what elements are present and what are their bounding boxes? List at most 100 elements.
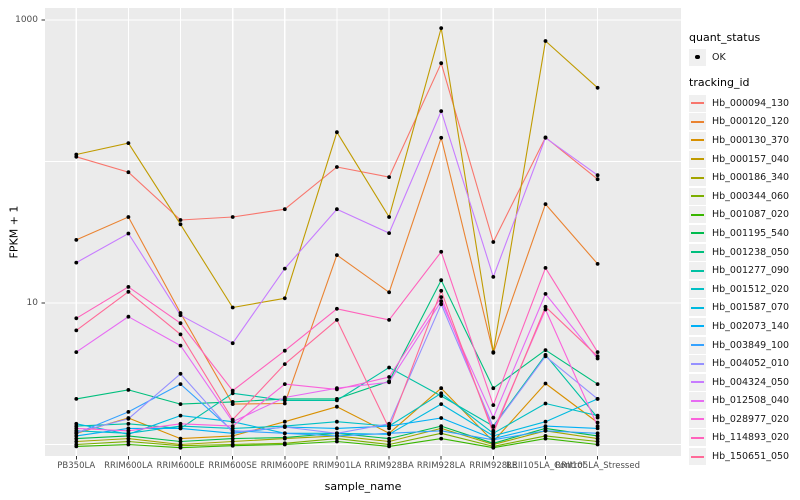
x-tick-label: RRIM600PE <box>260 461 309 471</box>
data-point <box>439 436 444 441</box>
x-tick-label: RRIM600LE <box>156 461 205 471</box>
data-point <box>491 240 496 244</box>
data-point <box>126 231 131 236</box>
line-swatch-icon <box>691 158 704 161</box>
data-point <box>491 431 496 436</box>
legend-item: Hb_001087_020 <box>689 206 799 225</box>
data-point <box>439 299 444 304</box>
data-point <box>439 386 444 391</box>
data-point <box>439 288 444 293</box>
legend-key-line <box>689 150 706 168</box>
y-axis-title: FPKM + 1 <box>7 205 21 259</box>
data-point <box>126 442 131 447</box>
data-point <box>543 266 548 270</box>
data-point <box>74 328 79 333</box>
x-tick-label: RRIM928LA <box>416 461 466 471</box>
data-point <box>126 289 131 294</box>
data-point <box>282 431 287 436</box>
data-point <box>178 218 183 222</box>
data-point <box>335 306 339 311</box>
legend-item: Hb_000344_060 <box>689 187 799 206</box>
line-swatch-icon <box>691 381 704 384</box>
legend-title-tracking-id: tracking_id <box>689 76 750 89</box>
legend-item-label: Hb_001195_540 <box>712 227 790 239</box>
legend-key-line <box>689 429 706 447</box>
legend-key-line <box>689 280 706 298</box>
data-point <box>230 443 235 448</box>
legend-item: Hb_028977_020 <box>689 410 799 429</box>
data-point <box>439 278 444 283</box>
legend-item: Hb_003849_100 <box>689 336 799 355</box>
data-point <box>595 354 600 359</box>
data-point <box>335 439 339 444</box>
data-point <box>491 403 496 407</box>
data-point <box>491 425 496 429</box>
data-point <box>335 436 339 441</box>
data-point <box>439 402 444 406</box>
data-point <box>335 165 339 169</box>
data-point <box>74 397 79 401</box>
data-point <box>543 202 548 207</box>
legend-item: Hb_001277_090 <box>689 261 799 280</box>
data-point <box>387 444 391 449</box>
data-point <box>126 141 131 146</box>
legend-item-label: Hb_012508_040 <box>712 395 790 407</box>
data-point <box>439 391 444 396</box>
data-point <box>74 350 79 354</box>
line-swatch-icon <box>691 455 704 458</box>
legend-key-line <box>689 169 706 187</box>
data-point <box>230 341 235 346</box>
data-point <box>543 428 548 433</box>
data-point <box>282 382 287 386</box>
legend-item-label: Hb_001512_020 <box>712 283 790 295</box>
data-point <box>126 428 131 433</box>
data-point <box>126 439 131 444</box>
data-point <box>126 416 131 421</box>
data-point <box>178 413 183 418</box>
legend-item-label: Hb_150651_050 <box>712 451 790 463</box>
legend-item: Hb_000157_040 <box>689 150 799 169</box>
legend-key-line <box>689 262 706 280</box>
data-point <box>491 350 496 354</box>
data-point <box>387 231 391 236</box>
data-point <box>595 420 600 425</box>
data-point <box>491 415 496 420</box>
legend-key-line <box>689 448 706 466</box>
legend-key-line <box>689 299 706 317</box>
data-point <box>439 416 444 420</box>
legend-item: Hb_001512_020 <box>689 280 799 299</box>
data-point <box>230 430 235 435</box>
data-point <box>335 419 339 424</box>
data-point <box>230 215 235 219</box>
line-swatch-icon <box>691 139 704 142</box>
legend-item-label: Hb_000344_060 <box>712 190 790 202</box>
data-point <box>230 391 235 396</box>
x-tick-label: RRIM928LE <box>469 461 518 471</box>
line-swatch-icon <box>691 418 704 421</box>
y-tick-label: 10 <box>26 297 38 308</box>
data-point <box>335 387 339 392</box>
legend-item-label: Hb_001087_020 <box>712 209 790 221</box>
data-point <box>543 39 548 43</box>
data-point <box>387 426 391 431</box>
data-point <box>282 435 287 440</box>
data-point <box>543 401 548 406</box>
legend-item: Hb_004324_050 <box>689 373 799 392</box>
line-swatch-icon <box>691 251 704 254</box>
legend-key-line <box>689 243 706 261</box>
plot-panel <box>45 8 681 456</box>
data-point <box>595 350 600 354</box>
line-swatch-icon <box>691 288 704 291</box>
data-point <box>543 304 548 309</box>
data-point <box>387 436 391 441</box>
legend-key-line <box>689 113 706 131</box>
data-point <box>439 394 444 398</box>
data-point <box>282 266 287 271</box>
x-tick-label: RRIM901LA <box>312 461 362 471</box>
data-point <box>543 348 548 352</box>
data-point <box>439 302 444 307</box>
data-point <box>282 425 287 429</box>
data-point <box>282 398 287 403</box>
data-point <box>595 431 600 436</box>
